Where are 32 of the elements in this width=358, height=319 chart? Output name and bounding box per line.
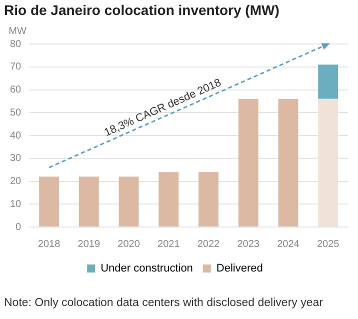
y-tick-label: 40 [10, 130, 22, 142]
legend-label: Delivered [216, 262, 263, 275]
bar [39, 176, 60, 226]
bar [198, 172, 218, 226]
x-tick-label: 2018 [38, 238, 61, 250]
bar [318, 98, 338, 226]
y-tick-label: 20 [10, 176, 22, 187]
text: Note: Only colocation data centers with disclosed delivery year [4, 297, 323, 309]
x-tick-label: 2019 [78, 238, 100, 250]
y-tick-label: 10 [10, 198, 22, 210]
x-tick-label: 2025 [316, 238, 340, 250]
chart-title: Rio de Janeiro colocation inventory (MW) [4, 2, 280, 18]
x-tick-label: 2022 [197, 238, 220, 250]
bar [318, 64, 338, 99]
legend-label: Under construction [100, 262, 193, 275]
bar [238, 98, 258, 226]
bar [158, 172, 179, 226]
y-tick-label: 80 [10, 38, 22, 50]
y-tick-label: 50 [10, 107, 22, 118]
bar [78, 176, 99, 226]
y-tick-label: 30 [10, 153, 22, 164]
x-tick-label: 2024 [277, 238, 300, 250]
x-tick-label: 2023 [237, 238, 260, 250]
annotation: 18,3% CAGR desde 2018 [102, 76, 224, 139]
y-tick-label: 70 [10, 62, 22, 73]
x-tick-label: 2021 [158, 238, 180, 250]
y-tick-label: 60 [10, 84, 22, 96]
x-tick-label: 2020 [118, 238, 140, 250]
bar [278, 98, 298, 226]
y-tick-label: 0 [16, 222, 22, 233]
y-axis-title: MW [8, 26, 27, 37]
bar [118, 176, 139, 226]
